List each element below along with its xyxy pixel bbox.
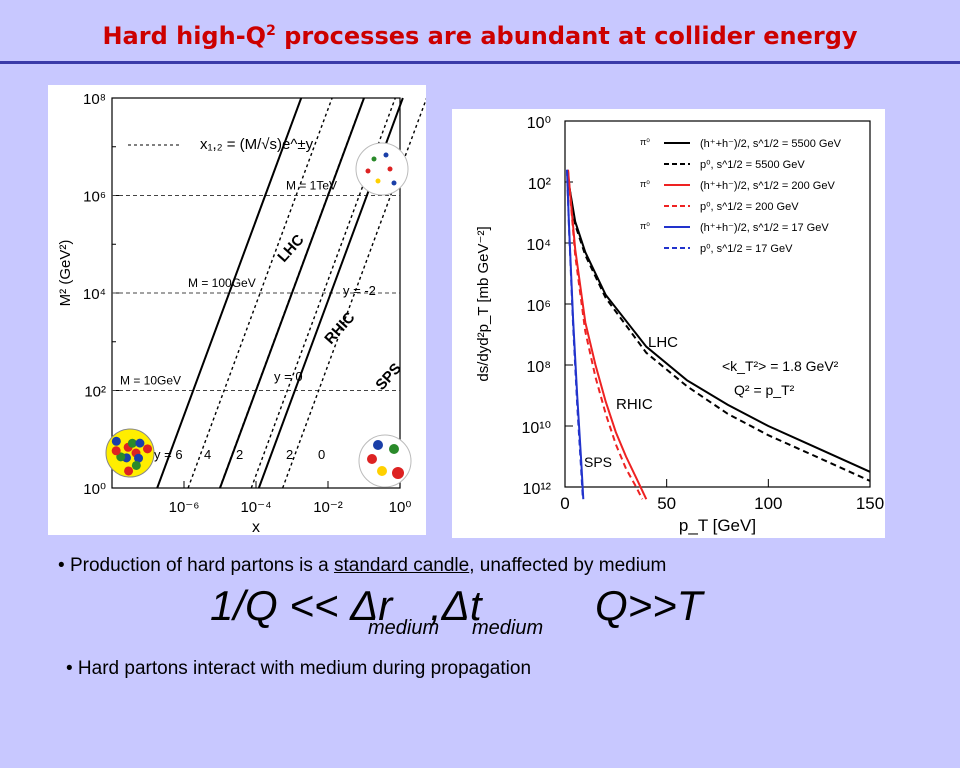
x-tick-label: 0 (560, 494, 569, 513)
parton-dot (375, 178, 381, 184)
parton-dot (134, 453, 144, 463)
kinematics-plot: 10⁰ 10² 10⁴ 10⁶ 10⁸ 10⁻⁶ 10⁻⁴ 10⁻² 10⁰ x M² (GeV²)… (57, 91, 428, 536)
parton-dot (111, 436, 121, 446)
legend-label: p⁰, s^1/2 = 17 GeV (700, 243, 793, 255)
rapidity-label: y = 6 (154, 447, 183, 462)
series-line-5 (566, 169, 584, 500)
proton-blob-sparse (355, 142, 409, 196)
title-rule (0, 61, 960, 64)
series-line-0 (567, 178, 871, 473)
y-axis-title: ds/dyd²p_T [mb GeV⁻²] (475, 226, 492, 381)
y-tick-label: 10⁰ (83, 481, 106, 498)
parton-dot (387, 166, 393, 172)
parton-dot (365, 168, 371, 174)
legend-label: p⁰, s^1/2 = 200 GeV (700, 201, 799, 213)
legend-marker: π⁰ (640, 179, 650, 189)
pt-spectra-plot: 10⁰ 10² 10⁴ 10⁶ 10⁸ 10¹⁰ 10¹² 0 50 100 150 p_T [GeV… (475, 115, 884, 535)
collider-label-rhic: RHIC (321, 309, 358, 348)
collider-line-rhic (219, 97, 365, 489)
formula-sub2: medium (472, 617, 543, 639)
mass-label: M = 10GeV (120, 374, 181, 388)
annotation-y-minus2: y = -2 (343, 283, 376, 298)
formula-sub1: medium (368, 617, 439, 639)
scale-formula: 1/Q << Δr medium ,Δt medium Q>>T (210, 582, 706, 639)
parton-dot (377, 466, 387, 476)
collider-line-lhc (156, 97, 303, 489)
y-tick-label: 10⁰ (527, 115, 551, 132)
kinematics-figure: 10⁰ 10² 10⁴ 10⁶ 10⁸ 10⁻⁶ 10⁻⁴ 10⁻² 10⁰ x M² (GeV²)… (48, 85, 428, 536)
proton-blob-valence (358, 434, 412, 488)
rapidity-label: 4 (204, 447, 211, 462)
annotation-kt: <k_T²> = 1.8 GeV² (722, 358, 839, 374)
legend-marker: π⁰ (640, 221, 650, 231)
pt-spectra-figure: 10⁰ 10² 10⁴ 10⁶ 10⁸ 10¹⁰ 10¹² 0 50 100 150 p_T [GeV… (452, 109, 885, 538)
legend-label: (h⁺+h⁻)/2, s^1/2 = 200 GeV (700, 180, 835, 192)
y-tick-label: 10² (528, 176, 552, 193)
bullet-standard-candle: • Production of hard partons is a standa… (58, 555, 667, 576)
parton-dot (371, 156, 377, 162)
series-line-1 (567, 178, 871, 482)
formula-right: Q>>T (595, 582, 706, 629)
x-tick-label: 10⁰ (389, 499, 412, 516)
y-tick-label: 10⁸ (526, 359, 551, 376)
x-tick-label: 10⁻⁶ (169, 499, 200, 516)
series-line-3 (567, 169, 644, 500)
legend-marker: π⁰ (640, 137, 650, 147)
y-tick-label: 10² (84, 384, 106, 401)
formula-left: 1/Q << Δr (210, 582, 394, 629)
mass-label: M = 100GeV (188, 276, 256, 290)
parton-dot (143, 444, 153, 454)
x-tick-label: 10⁻² (313, 499, 343, 516)
x-tick-label: 10⁻⁴ (240, 499, 271, 516)
legend-label: p⁰, s^1/2 = 5500 GeV (700, 159, 805, 171)
collider-label-lhc: LHC (274, 231, 307, 265)
x-axis-title: x (252, 519, 260, 535)
parton-dot (127, 438, 137, 448)
bullet-interaction: • Hard partons interact with medium duri… (66, 658, 532, 679)
y-tick-label: 10⁸ (83, 91, 106, 108)
legend-label: (h⁺+h⁻)/2, s^1/2 = 5500 GeV (700, 138, 842, 150)
parton-dot (392, 467, 404, 479)
x-tick-label: 100 (754, 494, 782, 513)
parton-dot (391, 180, 397, 186)
parton-dot (131, 460, 141, 470)
slide-title: Hard high-Q2 processes are abundant at c… (102, 22, 858, 50)
formula-comma: ,Δt (430, 582, 484, 629)
parton-dot (373, 440, 383, 450)
legend-formula: x₁,₂ = (M/√s)e^±y (200, 136, 314, 153)
x-axis-title: p_T [GeV] (679, 516, 756, 535)
annotation-rhic: RHIC (616, 396, 653, 413)
rapidity-label: 2 (236, 447, 243, 462)
parton-dot (135, 438, 145, 448)
rapidity-label: 2 (286, 447, 293, 462)
legend-label: (h⁺+h⁻)/2, s^1/2 = 17 GeV (700, 222, 829, 234)
y-tick-label: 10⁴ (526, 237, 551, 254)
x-tick-label: 150 (856, 494, 884, 513)
series-line-4 (566, 169, 585, 500)
y-tick-label: 10¹⁰ (521, 420, 551, 437)
parton-dot (111, 446, 121, 456)
parton-dot (124, 466, 134, 476)
annotation-q2: Q² = p_T² (734, 382, 795, 398)
y-tick-label: 10⁶ (83, 189, 106, 206)
x-tick-label: 50 (657, 494, 676, 513)
annotation-lhc: LHC (648, 334, 678, 351)
parton-dot (389, 444, 399, 454)
y-tick-label: 10⁴ (83, 286, 106, 303)
parton-dot (383, 152, 389, 158)
y-axis-title: M² (GeV²) (57, 240, 74, 307)
rapidity-label: 0 (318, 447, 325, 462)
annotation-sps: SPS (584, 454, 612, 470)
parton-dot (367, 454, 377, 464)
y-tick-label: 10¹² (523, 481, 552, 498)
y-tick-label: 10⁶ (527, 298, 551, 315)
annotation-y-0: y = 0 (274, 369, 303, 384)
